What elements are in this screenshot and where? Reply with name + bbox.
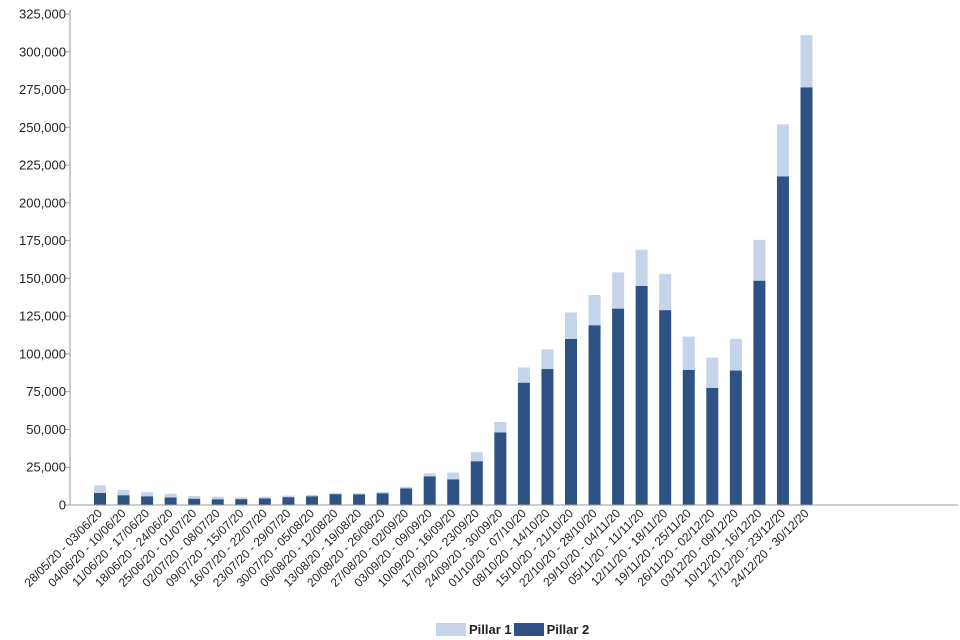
bar-pillar-1: [329, 492, 342, 495]
bar-pillar-1: [400, 486, 413, 489]
y-tick-label: 250,000: [19, 120, 66, 135]
bar-pillar-2: [141, 496, 154, 505]
bar-pillar-2: [211, 499, 224, 505]
bar-pillar-1: [470, 452, 483, 462]
bar-pillar-2: [776, 176, 789, 505]
y-axis: 0 25,000 50,000 75,000 100,000 125,000 150,000…: [19, 7, 71, 513]
bars: [94, 35, 813, 505]
y-tick-label: 300,000: [19, 44, 66, 59]
bar-pillar-2: [282, 497, 295, 505]
y-tick-label: 275,000: [19, 82, 66, 97]
bar-pillar-1: [800, 35, 813, 88]
y-tick-label: 125,000: [19, 309, 66, 324]
bar-pillar-1: [211, 496, 224, 500]
bar-pillar-1: [282, 495, 295, 498]
legend-swatch-pillar-1: [436, 622, 466, 636]
bar-pillar-1: [659, 273, 672, 311]
bar-pillar-1: [588, 295, 601, 326]
bar-pillar-2: [235, 499, 248, 505]
y-tick-label: 325,000: [19, 7, 66, 22]
bar-pillar-1: [729, 338, 742, 371]
legend-item-pillar-1: Pillar 1: [436, 622, 514, 637]
bar-pillar-1: [612, 272, 625, 309]
y-tick-label: 200,000: [19, 195, 66, 210]
bar-pillar-2: [423, 476, 436, 505]
bar-pillar-2: [753, 280, 766, 505]
bar-pillar-2: [117, 495, 130, 505]
bar-pillar-1: [305, 494, 318, 497]
y-tick-label: 225,000: [19, 158, 66, 173]
bar-pillar-1: [117, 489, 130, 496]
legend-item-pillar-2: Pillar 2: [513, 621, 592, 637]
bar-pillar-2: [94, 492, 106, 505]
y-tick-label: 0: [59, 498, 66, 513]
bar-pillar-1: [682, 336, 695, 370]
bar-pillar-1: [94, 485, 106, 493]
bar-pillar-2: [659, 310, 672, 505]
bar-pillar-2: [353, 494, 366, 505]
legend-label-pillar-2: Pillar 2: [546, 621, 590, 637]
bar-pillar-1: [188, 495, 201, 499]
bar-pillar-1: [235, 497, 248, 500]
bar-pillar-2: [447, 479, 460, 505]
bar-pillar-2: [517, 382, 530, 505]
bar-pillar-1: [353, 493, 366, 495]
bar-pillar-1: [494, 421, 507, 433]
bar-pillar-1: [517, 367, 530, 383]
y-tick-label: 175,000: [19, 233, 66, 248]
bar-pillar-1: [164, 493, 177, 498]
bar-pillar-2: [588, 325, 601, 505]
bar-pillar-1: [706, 357, 719, 388]
legend: Pillar 1 Pillar 2: [436, 620, 591, 638]
y-tick-label: 150,000: [19, 271, 66, 286]
bar-pillar-2: [305, 496, 318, 505]
bar-pillar-2: [541, 369, 554, 505]
bar-pillar-2: [565, 338, 577, 505]
legend-swatch-pillar-2: [513, 622, 544, 636]
bar-pillar-1: [423, 473, 436, 477]
bar-pillar-2: [682, 369, 695, 505]
bar-pillar-2: [164, 497, 177, 505]
bar-pillar-1: [258, 496, 271, 499]
bar-pillar-2: [494, 432, 507, 505]
bar-pillar-1: [141, 492, 154, 497]
bar-pillar-2: [800, 87, 813, 505]
legend-label-pillar-1: Pillar 1: [469, 621, 512, 637]
y-tick-label: 50,000: [26, 422, 66, 437]
bar-pillar-1: [635, 249, 648, 286]
bar-pillar-2: [470, 461, 483, 505]
bar-pillar-1: [776, 124, 789, 177]
y-tick-label: 75,000: [26, 384, 66, 399]
y-tick-label: 25,000: [26, 460, 66, 475]
bar-pillar-1: [565, 312, 577, 339]
bar-pillar-2: [635, 285, 648, 505]
bar-pillar-1: [376, 492, 389, 494]
bar-pillar-1: [541, 349, 554, 370]
bar-pillar-1: [753, 239, 766, 281]
bar-pillar-2: [376, 493, 389, 505]
bar-pillar-2: [188, 498, 201, 505]
bar-pillar-1: [447, 472, 460, 480]
bar-pillar-2: [258, 498, 271, 505]
bar-pillar-2: [706, 387, 719, 505]
y-tick-label: 100,000: [19, 346, 66, 361]
bar-pillar-2: [400, 488, 413, 505]
bar-pillar-2: [729, 370, 742, 505]
bar-pillar-2: [329, 494, 342, 505]
bar-chart: 0 25,000 50,000 75,000 100,000 125,000 150,000…: [19, 7, 958, 590]
bar-pillar-2: [612, 308, 625, 505]
